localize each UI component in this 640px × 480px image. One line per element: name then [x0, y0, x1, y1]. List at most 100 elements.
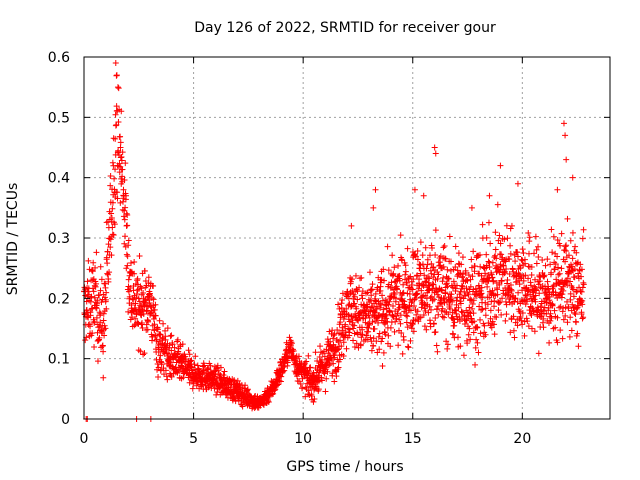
data-point — [565, 305, 572, 312]
data-point — [449, 298, 456, 305]
data-point — [556, 270, 563, 277]
data-point — [121, 240, 128, 247]
data-point — [541, 272, 548, 279]
data-point — [467, 336, 474, 343]
data-point — [522, 272, 529, 279]
data-point — [122, 204, 129, 211]
data-point — [580, 314, 587, 321]
data-point — [442, 255, 449, 262]
data-point — [273, 382, 280, 389]
data-point — [511, 334, 518, 341]
data-point — [453, 310, 460, 317]
data-point — [114, 189, 121, 196]
data-point — [143, 321, 150, 328]
data-point — [482, 305, 489, 312]
data-point — [565, 271, 572, 278]
data-point — [127, 285, 134, 292]
data-point — [566, 333, 573, 340]
data-point — [567, 290, 574, 297]
data-point — [522, 292, 529, 299]
data-point — [107, 244, 114, 251]
data-point — [395, 301, 402, 308]
data-point — [353, 340, 360, 347]
data-point — [551, 307, 558, 314]
data-point — [426, 275, 433, 282]
data-point — [364, 289, 371, 296]
data-point — [303, 358, 310, 365]
data-point — [400, 336, 407, 343]
data-point — [87, 323, 94, 330]
data-point — [100, 310, 107, 317]
data-point — [110, 231, 117, 238]
data-point — [559, 291, 566, 298]
data-point — [359, 295, 366, 302]
y-axis-label: SRMTID / TECUs — [5, 183, 21, 296]
data-point — [123, 251, 130, 258]
data-point — [445, 275, 452, 282]
data-point — [357, 341, 364, 348]
data-point — [524, 296, 531, 303]
data-point — [404, 313, 411, 320]
data-point — [426, 303, 433, 310]
data-point — [491, 297, 498, 304]
data-point — [101, 322, 108, 329]
data-point — [391, 291, 398, 298]
data-point — [469, 305, 476, 312]
data-point — [194, 362, 201, 369]
data-point — [140, 310, 147, 317]
data-point — [514, 249, 521, 256]
data-point — [391, 328, 398, 335]
data-point — [114, 84, 121, 91]
data-point — [477, 330, 484, 337]
data-point — [97, 287, 104, 294]
data-point — [472, 361, 479, 368]
data-point — [452, 306, 459, 313]
data-point — [358, 334, 365, 341]
data-point — [393, 315, 400, 322]
data-point — [524, 318, 531, 325]
data-point — [520, 277, 527, 284]
data-point — [380, 266, 387, 273]
data-point — [384, 243, 391, 250]
data-point — [540, 324, 547, 331]
data-point — [109, 199, 116, 206]
data-point — [125, 237, 132, 244]
data-point — [489, 287, 496, 294]
data-point — [394, 310, 401, 317]
data-point — [390, 270, 397, 277]
data-points — [81, 60, 587, 422]
data-point — [423, 326, 430, 333]
data-point — [471, 263, 478, 270]
data-point — [399, 350, 406, 357]
data-point — [438, 287, 445, 294]
data-point — [157, 352, 164, 359]
data-point — [350, 325, 357, 332]
data-point — [443, 280, 450, 287]
data-point — [330, 335, 337, 342]
data-point — [485, 219, 492, 226]
data-point — [411, 296, 418, 303]
data-point — [119, 173, 126, 180]
data-point — [573, 319, 580, 326]
data-point — [215, 367, 222, 374]
data-point — [162, 367, 169, 374]
data-point — [521, 332, 528, 339]
data-point — [482, 270, 489, 277]
data-point — [299, 384, 306, 391]
data-point — [496, 281, 503, 288]
data-point — [479, 306, 486, 313]
data-point — [454, 334, 461, 341]
data-point — [132, 300, 139, 307]
data-point — [100, 348, 107, 355]
data-point — [506, 271, 513, 278]
data-point — [356, 284, 363, 291]
data-point — [150, 282, 157, 289]
data-point — [118, 108, 125, 115]
data-point — [352, 272, 359, 279]
data-point — [108, 210, 115, 217]
data-point — [275, 381, 282, 388]
data-point — [579, 301, 586, 308]
data-point — [452, 264, 459, 271]
data-point — [408, 325, 415, 332]
data-point — [358, 292, 365, 299]
